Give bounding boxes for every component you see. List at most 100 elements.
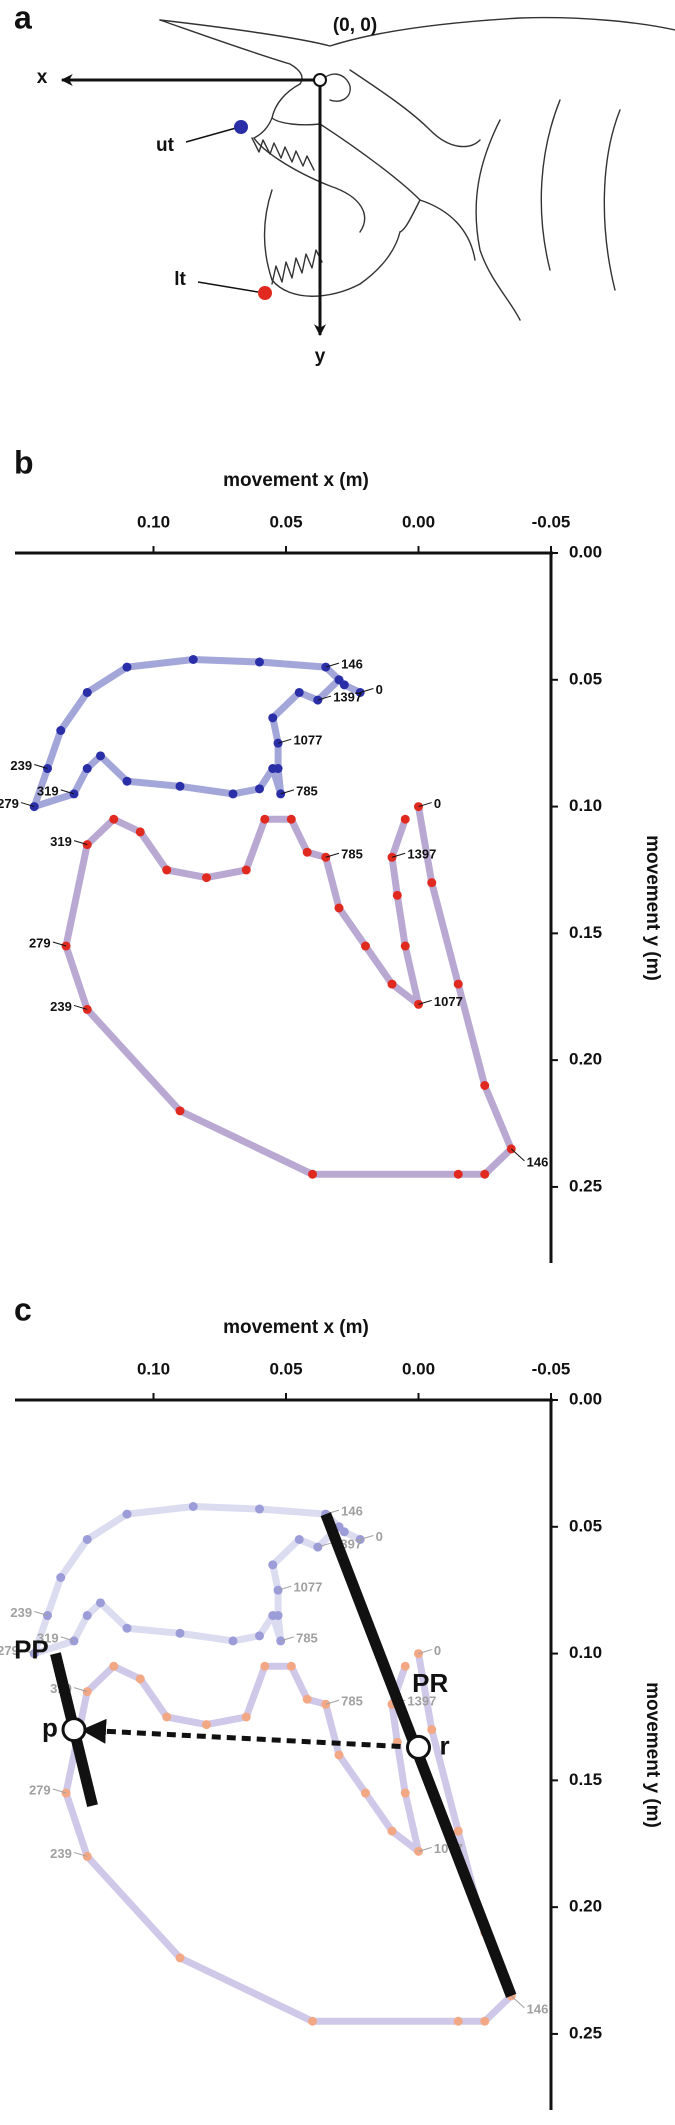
trajectory-point bbox=[427, 878, 437, 888]
frame-label: 146 bbox=[341, 657, 363, 672]
trajectory-point bbox=[188, 1502, 198, 1511]
x-axis-label: x bbox=[37, 67, 48, 88]
label-leader bbox=[325, 1699, 340, 1705]
trajectory-point bbox=[286, 814, 296, 824]
frame-label: 1397 bbox=[407, 1694, 436, 1709]
y-tick-label: 0.20 bbox=[569, 1897, 602, 1916]
label-leader bbox=[317, 1542, 332, 1548]
trajectory-point bbox=[453, 1169, 463, 1179]
trajectory-point bbox=[427, 1725, 437, 1735]
y-axis-title: movement y (m) bbox=[642, 1682, 663, 1828]
label-leader bbox=[360, 1534, 374, 1540]
upper-tooth-label: ut bbox=[156, 135, 175, 156]
label-leader bbox=[60, 1636, 75, 1642]
pivot-point bbox=[406, 1734, 431, 1760]
trajectory-point bbox=[268, 713, 278, 723]
frame-label: 319 bbox=[37, 783, 59, 798]
lower-tooth-marker bbox=[258, 286, 272, 300]
trajectory-point bbox=[82, 1534, 92, 1544]
pivot-label: r bbox=[439, 1730, 449, 1760]
frame-label: 0 bbox=[376, 682, 383, 697]
y-tick-label: 0.20 bbox=[569, 1050, 602, 1069]
trajectory-point bbox=[56, 1573, 66, 1582]
trajectory-point bbox=[228, 789, 238, 799]
trajectory-point bbox=[260, 1661, 270, 1671]
trajectory-point bbox=[480, 1169, 490, 1179]
frame-label: 279 bbox=[0, 1643, 19, 1658]
trajectory-point bbox=[175, 1628, 185, 1638]
shark-head-outline bbox=[159, 16, 675, 321]
lower-tooth-label: lt bbox=[174, 269, 186, 290]
trajectory-point bbox=[334, 903, 344, 913]
pivot-point bbox=[61, 1717, 87, 1743]
trajectory-point bbox=[308, 2016, 317, 2026]
chart-panel: b movement x (m) movement y (m) 0.10 0.05 0.0… bbox=[0, 444, 663, 1263]
y-tick-label: 0.15 bbox=[569, 923, 602, 942]
y-tick-label: 0.05 bbox=[569, 1516, 602, 1535]
label-leader bbox=[73, 840, 88, 846]
trajectory-point bbox=[82, 687, 92, 697]
origin-label: (0, 0) bbox=[333, 15, 377, 36]
label-leader bbox=[418, 999, 432, 1005]
trajectory-point bbox=[135, 1674, 145, 1684]
trajectory-point bbox=[286, 1661, 296, 1671]
trajectory-point bbox=[255, 784, 264, 794]
x-tick-label: 0.10 bbox=[137, 1359, 170, 1378]
label-leader bbox=[391, 852, 406, 858]
label-leader bbox=[34, 764, 48, 770]
trajectory-point bbox=[162, 1712, 172, 1722]
trajectory-point bbox=[392, 890, 402, 900]
label-leader bbox=[73, 1851, 88, 1857]
frame-label: 239 bbox=[10, 1605, 32, 1620]
frame-label: 1077 bbox=[293, 1580, 322, 1595]
frame-label: 1077 bbox=[434, 994, 463, 1009]
frame-label: 319 bbox=[50, 834, 72, 849]
trajectory-point bbox=[302, 1694, 312, 1704]
trajectory-point bbox=[228, 1636, 238, 1646]
label-leader bbox=[325, 662, 340, 668]
trajectory-point bbox=[135, 827, 145, 837]
label-leader bbox=[360, 687, 374, 693]
label-leader bbox=[73, 1004, 88, 1010]
label-leader bbox=[280, 1636, 295, 1642]
y-tick-label: 0.25 bbox=[569, 2023, 602, 2042]
x-tick-label: 0.05 bbox=[269, 512, 302, 531]
trajectory-point bbox=[453, 1826, 463, 1836]
y-tick-label: 0.00 bbox=[569, 542, 602, 561]
trajectory-point bbox=[361, 941, 370, 951]
frame-label: 785 bbox=[341, 1694, 363, 1709]
trajectory-point bbox=[294, 1534, 304, 1544]
label-leader bbox=[418, 1649, 432, 1655]
trajectory-point bbox=[241, 865, 251, 875]
frame-label: 146 bbox=[527, 2001, 549, 2016]
panel-a: a (0, 0) x y ut lt bbox=[14, 0, 675, 367]
trajectory-point bbox=[294, 687, 304, 697]
trajectory-point bbox=[175, 1953, 185, 1963]
y-tick-label: 0.00 bbox=[569, 1389, 602, 1408]
frame-label: 239 bbox=[50, 999, 72, 1014]
frame-label: 279 bbox=[0, 796, 19, 811]
x-tick-label: 0.10 bbox=[137, 512, 170, 531]
trajectory-point bbox=[122, 662, 132, 672]
label-leader bbox=[20, 1649, 35, 1655]
segment-label: PR bbox=[412, 1668, 448, 1698]
trajectory-point bbox=[400, 941, 410, 951]
label-leader bbox=[418, 802, 432, 808]
label-leader bbox=[277, 738, 292, 744]
trajectory-point bbox=[453, 2016, 463, 2026]
upper-tooth-marker bbox=[234, 120, 248, 134]
trajectory-point bbox=[268, 1560, 278, 1570]
y-tick-label: 0.05 bbox=[569, 669, 602, 688]
chart-panel: c movement x (m) movement y (m) 0.10 0.05 0.0… bbox=[0, 1291, 663, 2110]
y-axis-title: movement y (m) bbox=[642, 835, 663, 981]
frame-label: 146 bbox=[341, 1504, 363, 1519]
displacement-arrow bbox=[80, 1718, 431, 1751]
frame-label: 1077 bbox=[293, 733, 322, 748]
y-axis-label: y bbox=[315, 346, 326, 367]
label-leader bbox=[60, 789, 75, 795]
x-tick-label: -0.05 bbox=[532, 512, 571, 531]
label-leader bbox=[73, 1687, 88, 1693]
trajectory-point bbox=[273, 764, 283, 774]
